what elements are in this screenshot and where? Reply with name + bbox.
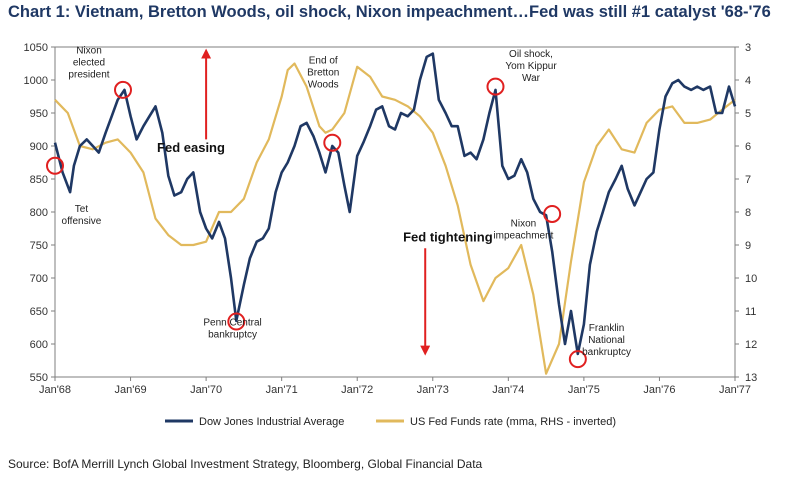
djia-line [53,52,737,356]
event-annotation: president [68,70,109,81]
event-marker-circle [46,156,64,175]
right-tick-label: 7 [745,174,751,186]
event-annotation: Oil shock, [509,49,553,60]
event-annotation: Bretton [307,68,339,79]
event-annotation: Penn Central [203,318,261,329]
legend: Dow Jones Industrial Average US Fed Funds… [165,416,616,428]
event-annotation: End of [309,56,338,67]
x-tick-label: Jan'74 [492,384,524,396]
event-annotation: War [522,73,541,84]
left-tick-label: 1050 [24,42,48,54]
event-annotation: Yom Kippur [505,61,557,72]
x-tick-label: Jan'73 [417,384,449,396]
legend-label-djia: Dow Jones Industrial Average [199,416,344,428]
right-tick-label: 3 [745,42,751,54]
event-annotation: National [588,335,625,346]
x-tick-label: Jan'72 [341,384,373,396]
event-annotation: bankruptcy [582,347,631,358]
x-tick-label: Jan'70 [190,384,222,396]
event-annotation: offensive [62,216,102,227]
left-tick-label: 750 [30,240,48,252]
chart-title: Chart 1: Vietnam, Bretton Woods, oil sho… [8,3,771,21]
event-annotation: elected [73,58,105,69]
right-tick-label: 8 [745,207,751,219]
event-marker-circle [568,350,587,369]
left-tick-label: 1000 [24,75,48,87]
left-tick-label: 600 [30,339,48,351]
right-tick-label: 6 [745,141,751,153]
x-tick-label: Jan'76 [643,384,675,396]
right-tick-label: 11 [745,306,756,318]
right-tick-label: 10 [745,273,757,285]
event-annotation: Nixon [511,219,537,230]
event-marker-circle [323,133,342,152]
axes: 550 600 650 700 750 800 850 900 950 1000 1050 3 4 5 6 7… [24,42,758,396]
x-tick-label: Jan'68 [39,384,71,396]
event-annotation: impeachment [493,231,553,242]
series-layer [53,52,737,375]
right-tick-label: 12 [745,339,757,351]
event-marker-circle [486,77,505,96]
event-marker-circle [543,204,562,223]
fed-funds-line [54,62,736,375]
legend-label-fed: US Fed Funds rate (mma, RHS - inverted) [410,416,616,428]
right-tick-label: 4 [745,75,751,87]
fed-tightening-label: Fed tightening [403,230,493,245]
right-tick-label: 9 [745,240,751,252]
event-annotation: Woods [308,80,339,91]
event-annotation: Nixon [76,46,102,57]
event-marker-circle [227,312,246,331]
left-tick-label: 700 [30,273,48,285]
event-annotation: Tet [75,204,89,215]
x-tick-label: Jan'69 [115,384,147,396]
event-annotation: Franklin [589,323,625,334]
left-tick-label: 650 [30,306,48,318]
left-tick-label: 950 [30,108,48,120]
x-tick-label: Jan'71 [266,384,298,396]
plot-frame [54,46,736,378]
right-tick-label: 13 [745,372,757,384]
fed-easing-label: Fed easing [157,140,225,155]
left-tick-label: 550 [30,372,48,384]
x-tick-label: Jan'75 [568,384,600,396]
event-annotation: bankruptcy [208,330,257,341]
left-tick-label: 800 [30,207,48,219]
left-tick-label: 900 [30,141,48,153]
x-tick-label: Jan'77 [719,384,751,396]
event-marker-circle [114,80,132,99]
right-tick-label: 5 [745,108,751,120]
source-note: Source: BofA Merrill Lynch Global Invest… [8,457,483,471]
left-tick-label: 850 [30,174,48,186]
